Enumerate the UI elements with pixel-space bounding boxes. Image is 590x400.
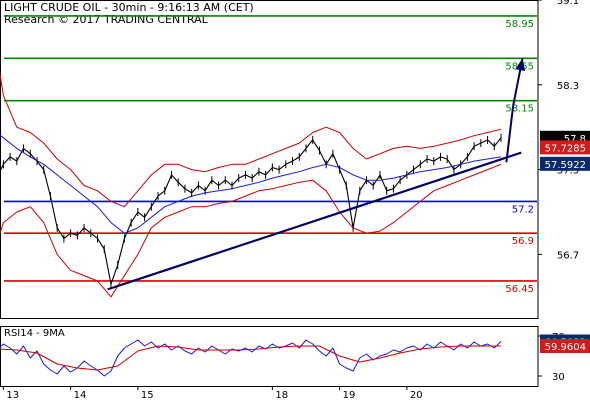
rsi-tag-rsi_ma-bg: [540, 339, 590, 354]
price-series: [0, 71, 502, 298]
main-plot-border: [0, 0, 539, 319]
rsi-series: [0, 339, 502, 377]
price-tag-band: 57.7285: [545, 143, 586, 154]
rsi_ma-line: [0, 345, 501, 371]
level-label-58.15: 58.15: [505, 104, 534, 115]
price-tag-band-bg: [540, 140, 590, 155]
projection-arrowhead: [515, 58, 526, 72]
y-tick-label-59.1: 59.1: [557, 0, 579, 7]
x-tick-label-18: 18: [275, 390, 288, 400]
trendline-group: [107, 58, 526, 291]
level-label-58.95: 58.95: [505, 19, 534, 30]
support-trendline: [107, 151, 522, 291]
moving_average-line: [0, 134, 502, 234]
rsi-panel-label: RSI14 - 9MA: [4, 328, 65, 339]
level-label-57.2: 57.2: [512, 204, 534, 215]
y-tick-label-57.5: 57.5: [557, 166, 579, 177]
price-line: [0, 137, 502, 285]
x-tick-label-15: 15: [141, 390, 154, 400]
y-tick-label-58.3: 58.3: [557, 81, 579, 92]
x-tick-label-19: 19: [343, 390, 356, 400]
x-tick-label-14: 14: [74, 390, 87, 400]
price-tag-ma: 57.5922: [545, 160, 586, 171]
rsi-plot-border: [0, 326, 539, 387]
price-tag-price: 57.8: [564, 134, 586, 145]
x-tick-label-13: 13: [6, 390, 19, 400]
rsi-line: [0, 339, 502, 377]
rsi-y-tick-label-30: 30: [552, 372, 565, 383]
x-tick-label-20: 20: [410, 390, 423, 400]
rsi-tag-rsi_ma: 59.9604: [545, 342, 586, 353]
y-tick-label-56.7: 56.7: [557, 250, 579, 261]
lower_band-line: [0, 163, 502, 298]
chart-frame: [0, 0, 539, 387]
upper_band-line: [0, 71, 502, 208]
projection-path: [505, 58, 524, 163]
level-label-56.45: 56.45: [505, 284, 534, 295]
chart-title: LIGHT CRUDE OIL - 30min - 9:16:13 AM (CE…: [4, 1, 254, 14]
price-tag-ma-bg: [540, 156, 590, 171]
level-label-56.9: 56.9: [512, 236, 534, 247]
